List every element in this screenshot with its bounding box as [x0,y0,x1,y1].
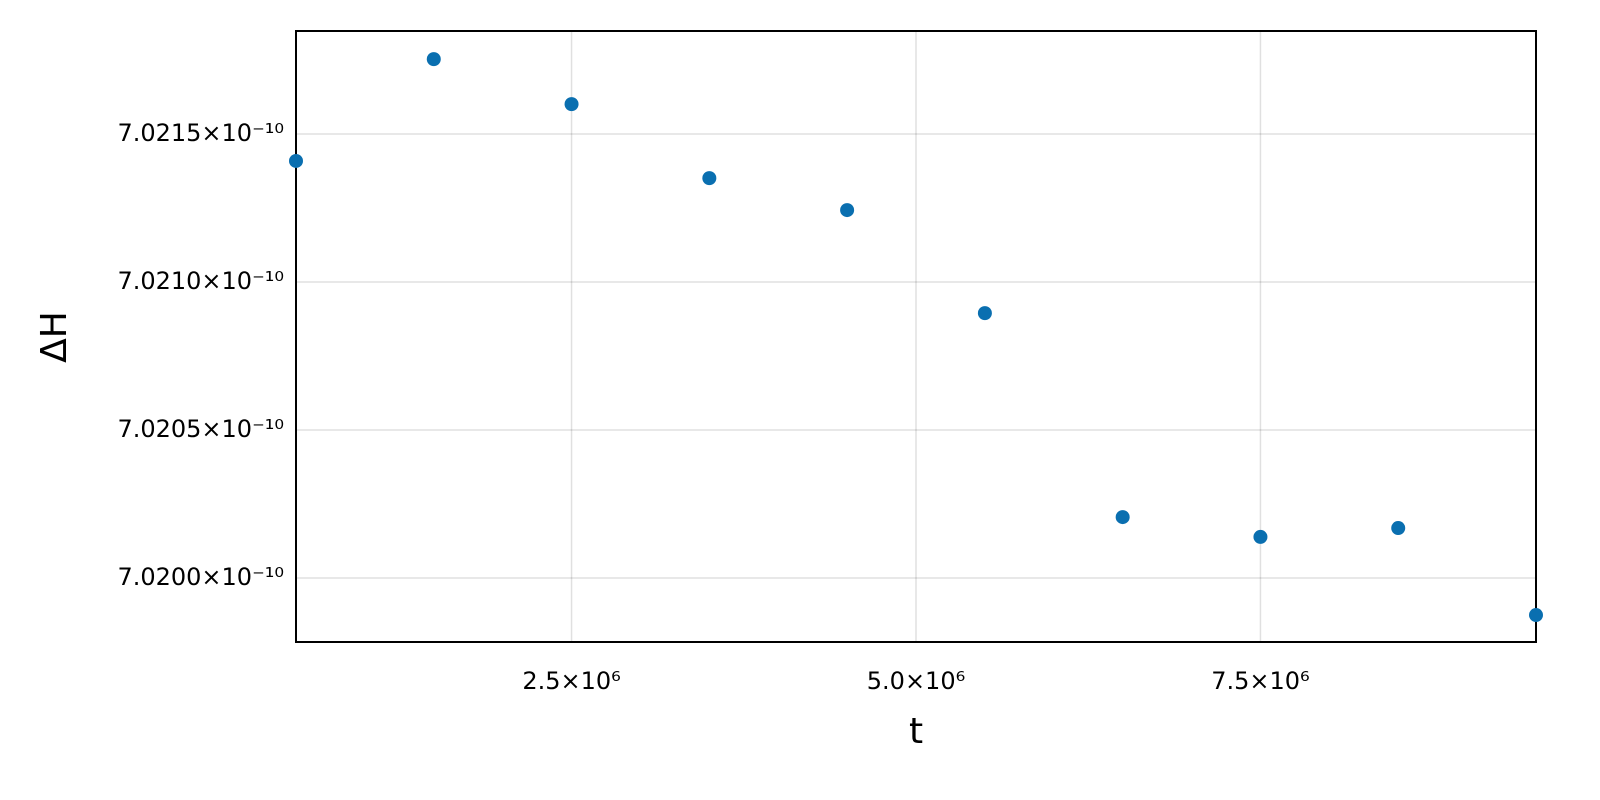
point [289,153,303,168]
y-tick-label: 7.0210×10⁻¹⁰ [117,267,284,295]
y-axis-label: ΔH [34,311,75,363]
point [564,97,579,112]
point [702,171,717,186]
point [1115,510,1130,525]
point [977,306,992,321]
point [1391,521,1406,536]
point [840,203,855,218]
point [426,52,441,67]
point [1253,529,1268,544]
y-tick-label: 7.0200×10⁻¹⁰ [117,563,284,591]
x-tick-label: 5.0×10⁶ [867,667,965,695]
x-tick-label: 2.5×10⁶ [522,667,620,695]
y-tick-label: 7.0215×10⁻¹⁰ [117,119,284,147]
plot-frame [295,30,1537,643]
point [1529,608,1543,623]
y-tick-label: 7.0205×10⁻¹⁰ [117,415,284,443]
x-axis-label: t [909,711,923,752]
x-tick-label: 7.5×10⁶ [1211,667,1309,695]
